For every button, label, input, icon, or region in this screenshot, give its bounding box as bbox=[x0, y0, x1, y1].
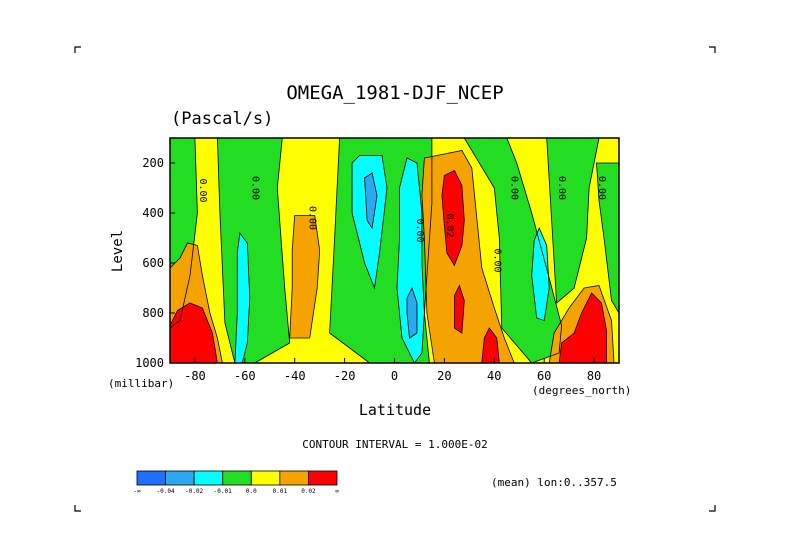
colorbar-label-4: 0.0 bbox=[246, 488, 257, 495]
contour-region-19 bbox=[531, 228, 550, 321]
contour-line-8 bbox=[289, 215, 321, 339]
x-axis-ticks: -80 -60 -40 -20 0 20 40 60 80 bbox=[184, 358, 601, 383]
contour-region-6 bbox=[596, 163, 619, 313]
x-axis-label: Latitude bbox=[359, 401, 431, 419]
contour-label-4: 0.02 bbox=[444, 213, 455, 237]
colorbar-label-1: -0.04 bbox=[157, 488, 175, 495]
contour-label-6: 0.00 bbox=[509, 176, 520, 200]
y-tick-label-0: 200 bbox=[142, 156, 164, 170]
colorbar-swatch-2 bbox=[193, 470, 224, 486]
chart-title: OMEGA_1981-DJF_NCEP bbox=[286, 82, 503, 104]
x-tick-label-3: -20 bbox=[334, 369, 356, 383]
colorbar-swatch-5 bbox=[279, 470, 309, 486]
colorbar-swatch-6 bbox=[308, 470, 338, 486]
contour-line-21 bbox=[406, 286, 418, 339]
mean-text: (mean) lon:0..357.5 bbox=[491, 476, 617, 489]
contour-line-2 bbox=[216, 137, 291, 364]
colorbar-label-7: ∞ bbox=[335, 488, 339, 495]
colorbar: -∞ -0.04 -0.02 -0.01 0.0 0.01 0.02 ∞ bbox=[133, 470, 339, 495]
x-tick-label-8: 80 bbox=[587, 369, 601, 383]
contour-line-16 bbox=[234, 231, 251, 364]
colorbar-swatch-0 bbox=[136, 470, 166, 486]
units-label: (Pascal/s) bbox=[171, 109, 273, 129]
contour-label-2: 0.00 bbox=[307, 206, 318, 230]
x-tick-label-2: -40 bbox=[284, 369, 306, 383]
contour-line-4 bbox=[463, 137, 563, 364]
y-tick-label-2: 600 bbox=[142, 256, 164, 270]
y-tick-label-1: 400 bbox=[142, 206, 164, 220]
colorbar-label-0: -∞ bbox=[133, 488, 141, 495]
colorbar-label-5: 0.01 bbox=[273, 488, 288, 495]
contour-label-3: 0.00 bbox=[414, 218, 425, 242]
y-tick-label-4: 1000 bbox=[135, 356, 164, 370]
contour-labels: 0.00 0.00 0.00 0.00 0.02 0.00 0.00 0.00 0.00 bbox=[197, 176, 607, 273]
x-tick-label-0: -80 bbox=[184, 369, 206, 383]
contour-line-18 bbox=[396, 157, 425, 364]
contour-interval-text: CONTOUR INTERVAL = 1.000E-02 bbox=[302, 438, 487, 451]
crop-marks bbox=[74, 46, 716, 512]
contour-label-5: 0.00 bbox=[491, 248, 502, 272]
contour-line-17 bbox=[351, 155, 388, 290]
colorbar-label-3: -0.01 bbox=[214, 488, 232, 495]
x-tick-label-5: 20 bbox=[437, 369, 451, 383]
colorbar-swatch-1 bbox=[165, 470, 195, 486]
contour-line-19 bbox=[531, 226, 550, 322]
contour-line-11 bbox=[169, 302, 218, 364]
contour-line-20 bbox=[364, 172, 378, 230]
contour-region-14 bbox=[481, 328, 500, 363]
contour-region-11 bbox=[170, 303, 218, 363]
y-unit-label: (millibar) bbox=[108, 377, 174, 390]
contour-label-0: 0.00 bbox=[197, 178, 208, 202]
contour-region-13 bbox=[454, 285, 465, 333]
y-tick-label-3: 800 bbox=[142, 306, 164, 320]
contour-line-12 bbox=[441, 169, 465, 267]
y-axis-label: Level bbox=[110, 230, 126, 272]
plot-area bbox=[170, 138, 619, 363]
contour-region-5 bbox=[546, 138, 599, 303]
contour-label-1: 0.00 bbox=[249, 176, 260, 200]
contour-region-16 bbox=[234, 233, 250, 363]
contour-region-15 bbox=[559, 293, 607, 363]
contour-region-21 bbox=[407, 288, 417, 338]
x-tick-label-6: 40 bbox=[487, 369, 501, 383]
colorbar-label-6: 0.02 bbox=[301, 488, 316, 495]
x-tick-label-4: 0 bbox=[391, 369, 398, 383]
contour-region-8 bbox=[289, 215, 320, 338]
x-unit-label: (degrees_north) bbox=[532, 384, 631, 397]
contour-line-9 bbox=[421, 150, 515, 364]
colorbar-swatch-4 bbox=[250, 470, 281, 486]
contour-region-12 bbox=[441, 170, 465, 266]
contour-line-15 bbox=[558, 292, 607, 364]
colorbar-label-2: -0.02 bbox=[185, 488, 203, 495]
contour-line-13 bbox=[453, 284, 465, 334]
contour-label-8: 0.00 bbox=[596, 176, 607, 200]
contour-line-10 bbox=[548, 285, 615, 364]
contour-label-7: 0.00 bbox=[556, 176, 567, 200]
contour-region-18 bbox=[397, 158, 425, 363]
contour-region-2 bbox=[217, 138, 290, 363]
y-axis-ticks: 200 400 600 800 1000 bbox=[135, 156, 175, 370]
x-tick-label-7: 60 bbox=[537, 369, 551, 383]
colorbar-swatch-3 bbox=[222, 470, 252, 486]
x-tick-label-1: -60 bbox=[234, 369, 256, 383]
